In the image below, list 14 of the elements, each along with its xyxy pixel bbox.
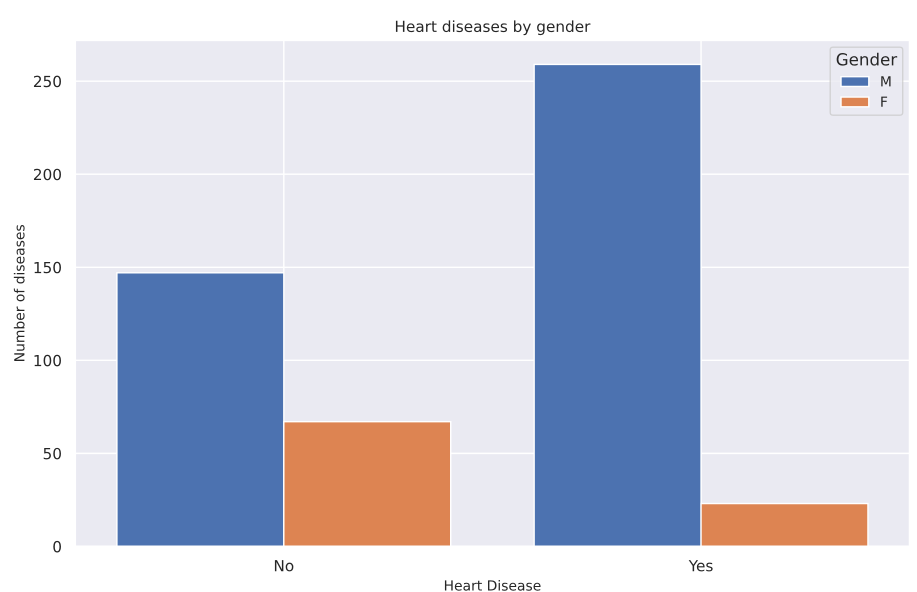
y-tick-label: 250 [34,76,61,88]
x-tick-label: No [274,560,294,572]
legend-title: Gender [836,52,898,66]
y-tick-label: 100 [34,354,61,366]
y-tick-label: 0 [53,540,61,552]
y-tick-label: 200 [34,168,61,180]
y-tick-label: 150 [34,262,61,274]
x-axis-title: Heart Disease [444,580,541,591]
legend-label: F [881,96,888,107]
chart-title: Heart diseases by gender [396,20,590,36]
x-tick-label: Yes [688,560,713,572]
y-tick-label: 50 [44,448,61,460]
legend-label: M [881,76,891,86]
y-axis-title: Number of diseases [14,225,25,361]
